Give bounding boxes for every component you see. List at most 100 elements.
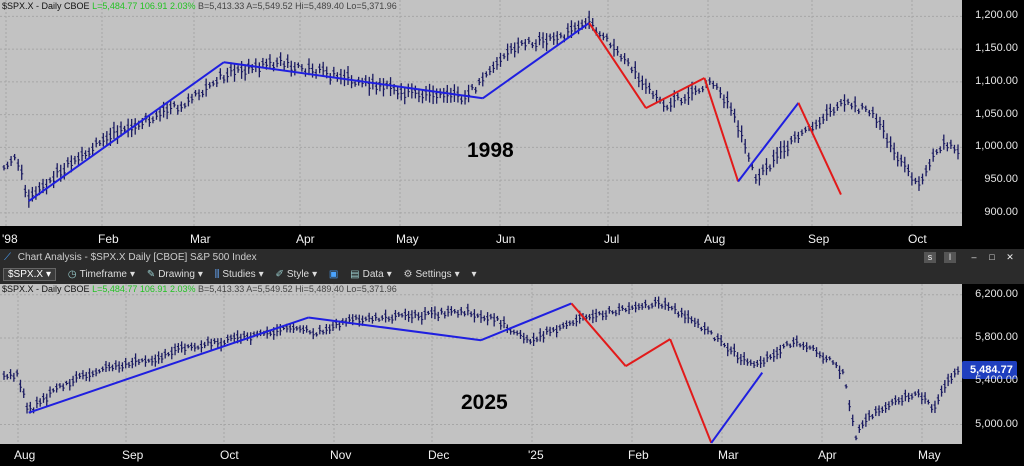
chevron-down-icon: ▾	[197, 269, 203, 280]
time-axis-tick: Sep	[808, 232, 830, 246]
time-axis-tick: Apr	[818, 448, 837, 462]
info-bid: B=5,413.33	[197, 1, 245, 11]
red-trendline	[645, 77, 705, 109]
info-lo: Lo=5,371.96	[346, 1, 397, 11]
bottom-chart-panel[interactable]: $SPX.X - Daily CBOE L=5,484.77 106.91 2.…	[0, 284, 962, 444]
bottom-chart-plot	[0, 284, 962, 444]
time-axis-tick: Mar	[190, 232, 211, 246]
layout-icon: ▣	[328, 269, 339, 280]
close-button[interactable]: ✕	[1006, 252, 1014, 262]
info-last: L=5,484.77	[92, 1, 138, 11]
time-axis-tick: '25	[528, 448, 544, 462]
gear-icon: ⚙	[403, 269, 413, 280]
time-axis-tick: Sep	[122, 448, 144, 462]
red-trendline	[797, 102, 842, 195]
time-axis-tick: Jul	[604, 232, 620, 246]
drawing-label: Drawing	[158, 269, 195, 280]
window-title: Chart Analysis - $SPX.X Daily [CBOE] S&P…	[17, 252, 257, 263]
info-exchange: CBOE	[64, 1, 90, 11]
time-axis-tick: Apr	[296, 232, 315, 246]
top-info-line: $SPX.X - Daily CBOE L=5,484.77 106.91 2.…	[2, 1, 397, 11]
blue-trendline	[710, 372, 764, 444]
data-menu[interactable]: ▤ Data ▾	[350, 269, 392, 280]
link-s-button[interactable]: s	[924, 252, 936, 263]
last-price-badge: 5,484.77	[962, 361, 1017, 379]
red-trendline	[570, 302, 627, 367]
time-axis-tick: Jun	[496, 232, 516, 246]
price-axis-tick: 5,000.00	[975, 417, 1018, 430]
time-axis-tick: May	[918, 448, 941, 462]
price-axis-tick: 1,000.00	[975, 140, 1018, 153]
minimize-button[interactable]: –	[971, 252, 977, 262]
price-axis-tick: 1,200.00	[975, 9, 1018, 22]
top-chart-panel[interactable]: $SPX.X - Daily CBOE L=5,484.77 106.91 2.…	[0, 0, 962, 226]
symbol-selector-label: $SPX.X	[8, 269, 44, 280]
time-axis-tick: Dec	[428, 448, 450, 462]
price-axis-tick: 6,200.00	[975, 287, 1018, 300]
info-change: 106.91	[139, 284, 168, 294]
time-axis-tick: Nov	[330, 448, 352, 462]
chevron-down-icon: ▾	[471, 269, 477, 280]
top-time-axis[interactable]: '98 Feb Mar Apr May Jun Jul Aug Sep Oct	[0, 226, 1024, 249]
style-icon: ✐	[275, 269, 284, 280]
chevron-down-icon: ▾	[130, 269, 136, 280]
link-l-button[interactable]: l	[944, 252, 956, 263]
red-trendline	[625, 338, 671, 368]
clock-icon: ◷	[67, 269, 77, 280]
chevron-down-icon: ▾	[258, 269, 264, 280]
price-axis-tick: 950.00	[984, 173, 1018, 186]
style-menu[interactable]: ✐ Style ▾	[275, 269, 317, 280]
chart-window-toolbar: ⟋ Chart Analysis - $SPX.X Daily [CBOE] S…	[0, 249, 1024, 284]
info-symbol: $SPX.X - Daily	[2, 284, 62, 294]
red-trendline	[703, 77, 740, 182]
price-axis-tick: 1,150.00	[975, 42, 1018, 55]
time-axis-tick: May	[396, 232, 419, 246]
price-bars	[2, 296, 960, 441]
info-symbol: $SPX.X - Daily	[2, 1, 62, 11]
chevron-down-icon: ▾	[312, 269, 318, 280]
time-axis-tick: '98	[2, 232, 18, 246]
studies-icon: ⫼	[214, 269, 220, 280]
year-label-1998: 1998	[467, 139, 514, 162]
info-hi: Hi=5,489.40	[295, 284, 344, 294]
pencil-icon: ✎	[146, 269, 156, 280]
blue-trendline	[308, 316, 482, 342]
more-button[interactable]: ▾	[471, 269, 476, 280]
settings-label: Settings	[415, 269, 452, 280]
studies-label: Studies	[222, 269, 256, 280]
studies-menu[interactable]: ⫼ Studies ▾	[215, 269, 264, 280]
price-axis-tick: 1,100.00	[975, 74, 1018, 87]
chevron-down-icon: ▾	[46, 269, 52, 280]
info-ask: A=5,549.52	[246, 1, 293, 11]
data-label: Data	[362, 269, 384, 280]
bottom-time-axis[interactable]: Aug Sep Oct Nov Dec '25 Feb Mar Apr May	[0, 444, 1024, 466]
red-trendline	[588, 22, 647, 109]
restore-button[interactable]: □	[989, 252, 995, 262]
toolbar-row: $SPX.X ▾ ◷ Timeframe ▾ ✎ Drawing ▾ ⫼ Stu…	[3, 268, 486, 281]
price-axis-tick: 900.00	[984, 205, 1018, 218]
top-chart-plot	[0, 0, 962, 226]
time-axis-tick: Aug	[14, 448, 36, 462]
top-price-axis[interactable]: 1,200.00 1,150.00 1,100.00 1,050.00 1,000.00…	[962, 0, 1024, 226]
bottom-price-axis[interactable]: 5,484.77 6,200.00 5,800.00 5,400.00 5,000.0…	[962, 284, 1024, 444]
chart-app-icon: ⟋	[4, 252, 11, 263]
red-trendline	[669, 338, 713, 444]
info-change-pct: 2.03%	[169, 284, 196, 294]
blue-trendline	[737, 102, 800, 183]
settings-menu[interactable]: ⚙ Settings ▾	[404, 269, 460, 280]
layout-button[interactable]: ▣	[329, 269, 338, 280]
drawing-menu[interactable]: ✎ Drawing ▾	[147, 269, 203, 280]
time-axis-tick: Feb	[628, 448, 649, 462]
bottom-info-line: $SPX.X - Daily CBOE L=5,484.77 106.91 2.…	[2, 284, 397, 294]
info-exchange: CBOE	[64, 284, 90, 294]
time-axis-tick: Oct	[908, 232, 927, 246]
info-bid: B=5,413.33	[197, 284, 245, 294]
timeframe-menu[interactable]: ◷ Timeframe ▾	[68, 269, 135, 280]
info-change-pct: 2.03%	[169, 1, 196, 11]
blue-trendline	[28, 316, 309, 414]
time-axis-tick: Mar	[718, 448, 739, 462]
price-axis-tick: 1,050.00	[975, 107, 1018, 120]
info-hi: Hi=5,489.40	[295, 1, 344, 11]
time-axis-tick: Oct	[220, 448, 239, 462]
symbol-selector[interactable]: $SPX.X ▾	[3, 268, 57, 281]
